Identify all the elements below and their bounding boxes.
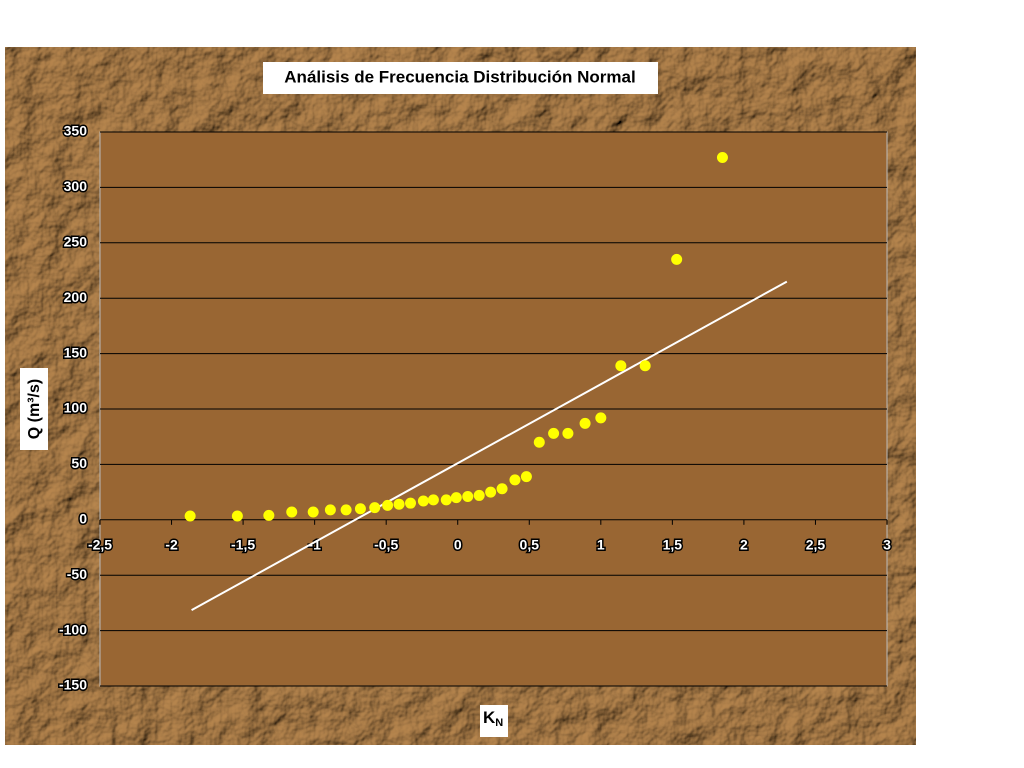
x-tick-label: 3 — [883, 537, 891, 553]
chart-title: Análisis de Frecuencia Distribución Norm… — [284, 67, 635, 86]
point — [369, 502, 381, 514]
point — [533, 436, 545, 448]
plot-layer: -150 -100 -50 0 50 100 150 200 250 300 350 -2,5 -2 -1… — [57, 121, 892, 694]
x-tick-label: 2,5 — [806, 537, 826, 553]
point — [440, 494, 452, 506]
x-tick-label: -0,5 — [374, 537, 398, 553]
point — [427, 494, 439, 506]
point — [716, 151, 728, 163]
point — [562, 427, 574, 439]
point — [184, 510, 196, 522]
x-label-sub: N — [495, 717, 503, 729]
point — [548, 427, 560, 439]
x-tick-label: 1 — [597, 537, 605, 553]
point — [473, 489, 485, 501]
point — [286, 506, 298, 518]
point — [405, 497, 417, 509]
point — [520, 471, 532, 483]
y-tick-label: 200 — [64, 289, 88, 305]
point — [496, 483, 508, 495]
point — [450, 492, 462, 504]
y-tick-label: 0 — [79, 511, 87, 527]
y-tick-label: -150 — [59, 677, 87, 693]
point — [671, 253, 683, 265]
point — [462, 491, 474, 503]
point — [615, 360, 627, 372]
y-tick-label: -100 — [59, 621, 87, 637]
y-axis-label: Q (m³/s) — [26, 379, 43, 439]
y-label-box — [20, 368, 48, 450]
x-tick-label: 1,5 — [663, 537, 683, 553]
point — [639, 360, 651, 372]
point — [324, 504, 336, 516]
y-tick-label: 250 — [64, 234, 88, 250]
point — [579, 417, 591, 429]
y-tick-label: 50 — [71, 455, 87, 471]
x-label-main: K — [483, 708, 496, 727]
y-tick-label: 350 — [64, 123, 88, 139]
point — [307, 506, 319, 518]
point — [485, 486, 497, 498]
point — [263, 509, 275, 521]
y-tick-label: 150 — [64, 344, 88, 360]
point — [595, 412, 607, 424]
point — [417, 495, 429, 507]
point — [354, 503, 366, 515]
y-tick-label: 300 — [64, 178, 88, 194]
y-tick-label: -50 — [67, 566, 87, 582]
trend-line — [191, 280, 788, 611]
x-tick-label: 0,5 — [520, 537, 540, 553]
y-tick-label: 100 — [64, 400, 88, 416]
point — [393, 498, 405, 510]
x-tick-label: 2 — [740, 537, 748, 553]
title-box — [263, 62, 658, 94]
point — [231, 510, 243, 522]
x-tick-label: -2 — [165, 537, 178, 553]
point — [340, 504, 352, 516]
point — [509, 474, 521, 486]
x-tick-label: 0 — [454, 537, 462, 553]
x-label-box — [480, 705, 508, 737]
x-tick-label: -2,5 — [88, 537, 112, 553]
x-axis-label: KN — [483, 708, 503, 728]
point — [382, 499, 394, 511]
x-tick-label: -1,5 — [231, 537, 255, 553]
